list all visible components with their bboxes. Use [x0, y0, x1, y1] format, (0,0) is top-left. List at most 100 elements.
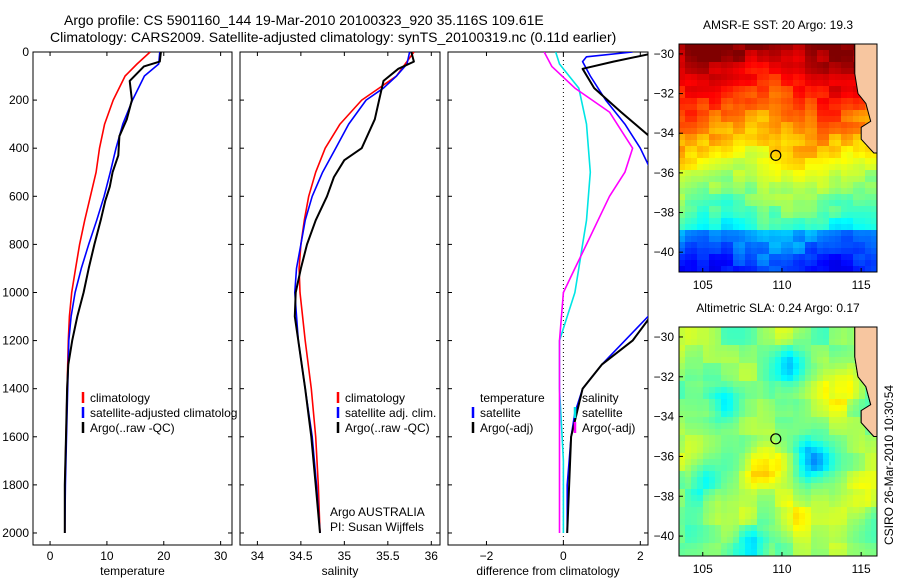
map-cell	[691, 200, 697, 206]
map-cell	[853, 459, 859, 465]
map-cell	[703, 44, 709, 50]
map-cell	[853, 176, 859, 182]
map-cell	[721, 483, 727, 489]
map-cell	[745, 525, 751, 531]
map-cell	[859, 242, 865, 248]
map-cell	[781, 92, 787, 98]
map-cell	[733, 50, 739, 56]
map-cell	[847, 104, 853, 110]
map-cell	[745, 465, 751, 471]
map-cell	[811, 68, 817, 74]
map-cell	[769, 429, 775, 435]
map-cell	[727, 519, 733, 525]
map-cell	[823, 537, 829, 543]
map-cell	[703, 56, 709, 62]
map-cell	[835, 465, 841, 471]
map-cell	[871, 495, 877, 501]
map-cell	[709, 513, 715, 519]
map-cell	[841, 375, 847, 381]
map-cell	[769, 110, 775, 116]
map-cell	[823, 363, 829, 369]
map-cell	[691, 495, 697, 501]
map-cell	[841, 363, 847, 369]
map-cell	[763, 333, 769, 339]
map-cell	[835, 158, 841, 164]
map-cell	[853, 134, 859, 140]
map-cell	[727, 471, 733, 477]
map-cell	[751, 387, 757, 393]
map-cell	[787, 417, 793, 423]
map-cell	[805, 357, 811, 363]
map-cell	[769, 164, 775, 170]
y-tick-label: 1400	[2, 382, 29, 396]
map-cell	[817, 242, 823, 248]
map-cell	[835, 513, 841, 519]
map-cell	[763, 62, 769, 68]
map-cell	[679, 327, 685, 333]
map-cell	[835, 369, 841, 375]
map-cell	[691, 531, 697, 537]
map-cell	[727, 50, 733, 56]
map-cell	[733, 188, 739, 194]
map-cell	[835, 339, 841, 345]
map-cell	[871, 513, 877, 519]
map-cell	[721, 381, 727, 387]
map-cell	[835, 140, 841, 146]
map-cell	[733, 236, 739, 242]
map-cell	[775, 441, 781, 447]
map-cell	[775, 80, 781, 86]
map-cell	[835, 170, 841, 176]
map-cell	[709, 44, 715, 50]
map-cell	[769, 483, 775, 489]
map-cell	[835, 194, 841, 200]
map-cell	[757, 74, 763, 80]
map-cell	[817, 98, 823, 104]
map-cell	[685, 537, 691, 543]
map-cell	[721, 224, 727, 230]
map-cell	[781, 62, 787, 68]
map-cell	[739, 158, 745, 164]
map-cell	[763, 549, 769, 555]
map-cell	[757, 164, 763, 170]
map-cell	[751, 92, 757, 98]
map-cell	[733, 357, 739, 363]
x-tick-label: 35.5	[376, 549, 400, 563]
map-cell	[829, 543, 835, 549]
map-cell	[721, 465, 727, 471]
map-cell	[823, 152, 829, 158]
map-cell	[763, 242, 769, 248]
map-cell	[835, 429, 841, 435]
map-cell	[739, 254, 745, 260]
map-cell	[721, 134, 727, 140]
map-cell	[703, 435, 709, 441]
map-cell	[841, 140, 847, 146]
x-tick-label: 34	[251, 549, 265, 563]
map-cell	[745, 405, 751, 411]
map-cell	[703, 158, 709, 164]
map-cell	[841, 441, 847, 447]
map-cell	[817, 513, 823, 519]
map-cell	[787, 218, 793, 224]
map-cell	[865, 513, 871, 519]
map-cell	[811, 176, 817, 182]
map-cell	[787, 104, 793, 110]
map-cell	[745, 495, 751, 501]
map-cell	[757, 441, 763, 447]
map-cell	[859, 435, 865, 441]
map-cell	[679, 74, 685, 80]
map-cell	[679, 236, 685, 242]
map-cell	[769, 453, 775, 459]
map-cell	[703, 495, 709, 501]
map-cell	[811, 260, 817, 266]
map-cell	[841, 200, 847, 206]
map-cell	[787, 489, 793, 495]
map-cell	[739, 212, 745, 218]
map-y-tick-label: −40	[654, 245, 675, 259]
map-cell	[685, 423, 691, 429]
map-cell	[757, 471, 763, 477]
map-cell	[823, 423, 829, 429]
map-cell	[721, 549, 727, 555]
map-cell	[841, 56, 847, 62]
map-cell	[847, 62, 853, 68]
map-cell	[865, 224, 871, 230]
